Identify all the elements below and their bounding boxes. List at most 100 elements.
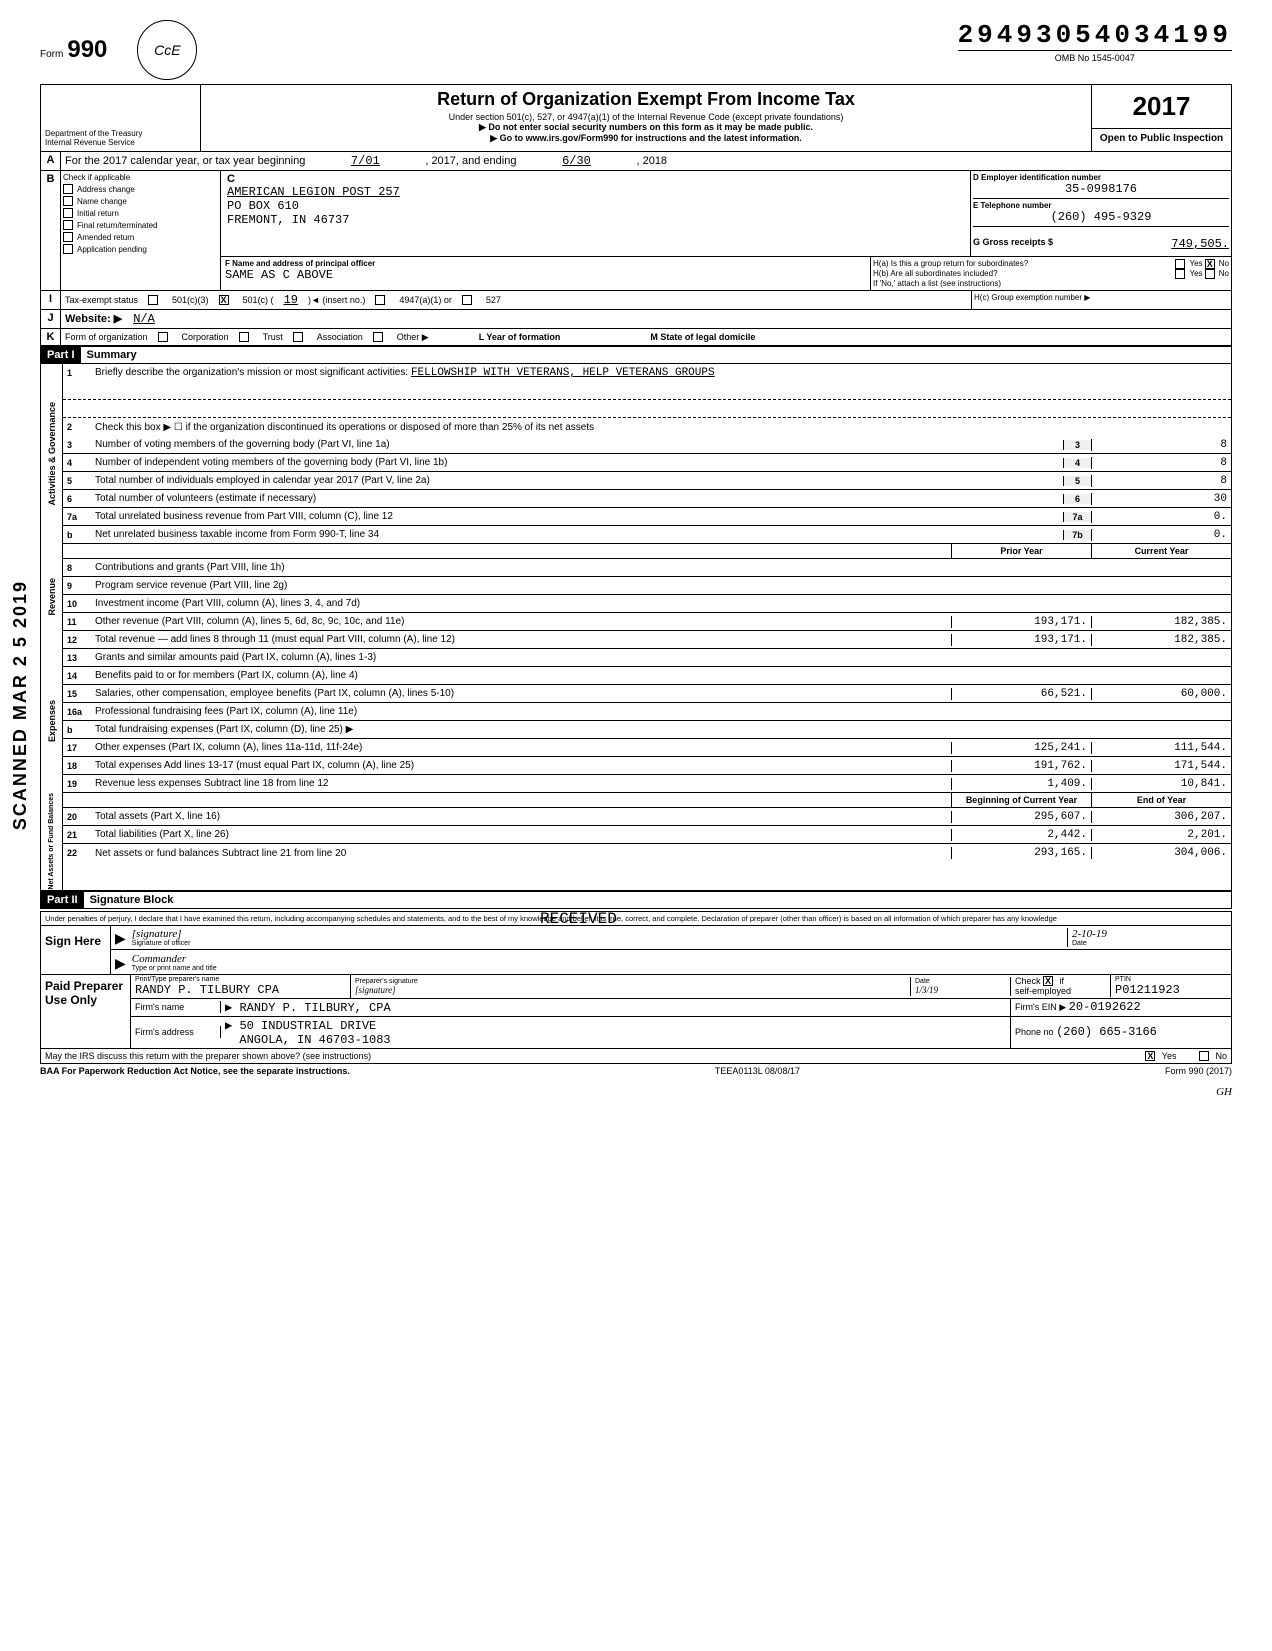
check-501c3[interactable] [148, 295, 158, 305]
check-application-pending[interactable]: Application pending [63, 244, 218, 254]
line-19-current: 10,841. [1091, 778, 1231, 790]
line-11-prior: 193,171. [951, 616, 1091, 628]
line-1-desc: Briefly describe the organization's miss… [95, 367, 408, 378]
discuss-no-checkbox[interactable] [1199, 1051, 1209, 1061]
gross-receipts: 749,505. [1171, 237, 1229, 251]
vert-net-assets: Net Assets or Fund Balances [48, 793, 55, 890]
website-label: Website: ▶ [65, 313, 122, 325]
subtitle-1: Under section 501(c), 527, or 4947(a)(1)… [211, 112, 1081, 122]
line-20-current: 306,207. [1091, 811, 1231, 823]
form-org-label: Form of organization [65, 332, 148, 342]
website-value: N/A [133, 312, 155, 326]
line-22-desc: Net assets or fund balances Subtract lin… [91, 847, 951, 860]
part-i-label: Part I [41, 347, 81, 363]
baa-text: BAA For Paperwork Reduction Act Notice, … [40, 1066, 350, 1076]
part-ii-label: Part II [41, 892, 84, 908]
officer-sig-label: Signature of officer [132, 940, 1067, 947]
line-7a-num: 7a [63, 512, 91, 522]
part-ii-title: Signature Block [84, 894, 180, 906]
check-4947[interactable] [375, 295, 385, 305]
check-address-change[interactable]: Address change [63, 184, 218, 194]
line-11-current: 182,385. [1091, 616, 1231, 628]
check-final-return[interactable]: Final return/terminated [63, 220, 218, 230]
check-527[interactable] [462, 295, 472, 305]
dln-number: 29493054034199 [958, 20, 1232, 50]
line-1-num: 1 [63, 368, 91, 378]
net-assets-section: Net Assets or Fund Balances Beginning of… [40, 793, 1232, 891]
form-990-label: Form 990 [40, 36, 107, 64]
check-label: Check [1015, 976, 1041, 986]
check-501c[interactable] [219, 295, 229, 305]
expenses-section: Expenses 13Grants and similar amounts pa… [40, 649, 1232, 793]
sign-here-label: Sign Here [41, 926, 111, 974]
line-3-desc: Number of voting members of the governin… [91, 438, 1063, 451]
prep-date-value: 1/3/19 [915, 985, 1006, 995]
tax-year: 2017 [1092, 85, 1231, 128]
check-initial-return[interactable]: Initial return [63, 208, 218, 218]
check-self-employed[interactable] [1043, 976, 1053, 986]
line-7a-box: 7a [1063, 512, 1091, 522]
vert-revenue: Revenue [47, 578, 57, 616]
line-20-desc: Total assets (Part X, line 16) [91, 810, 951, 823]
initials-stamp: CcE [137, 20, 197, 80]
check-other[interactable] [373, 332, 383, 342]
firm-ein-value: 20-0192622 [1069, 1000, 1141, 1014]
discuss-yes-checkbox[interactable] [1145, 1051, 1155, 1061]
line-14-desc: Benefits paid to or for members (Part IX… [91, 669, 951, 682]
line-8-desc: Contributions and grants (Part VIII, lin… [91, 561, 951, 574]
sig-date-label: Date [1072, 940, 1227, 947]
firm-addr-label: Firm's address [131, 1026, 221, 1038]
row-k: K Form of organization Corporation Trust… [40, 329, 1232, 346]
ha-label: H(a) Is this a group return for subordin… [873, 259, 1028, 269]
sig-date-value: 2-10-19 [1072, 928, 1227, 940]
check-if-applicable: Check if applicable [63, 173, 218, 182]
prep-date-label: Date [915, 978, 1006, 985]
line-7b-num: b [63, 530, 91, 540]
label-j: J [41, 310, 61, 328]
line-20-prior: 295,607. [951, 811, 1091, 823]
line-5-box: 5 [1063, 476, 1091, 486]
officer-name-value: Commander [132, 953, 1227, 965]
firm-addr1: 50 INDUSTRIAL DRIVE [239, 1019, 376, 1033]
end-date: 6/30 [526, 154, 626, 168]
row-a-text: For the 2017 calendar year, or tax year … [65, 155, 305, 167]
line-17-prior: 125,241. [951, 742, 1091, 754]
line-19-desc: Revenue less expenses Subtract line 18 f… [91, 777, 951, 790]
line-5-value: 8 [1091, 475, 1231, 487]
label-b: B [41, 171, 61, 290]
line-21-prior: 2,442. [951, 829, 1091, 841]
begin-year-header: Beginning of Current Year [951, 793, 1091, 807]
line-3-box: 3 [1063, 440, 1091, 450]
line-5-num: 5 [63, 476, 91, 486]
part-i-title: Summary [81, 349, 143, 361]
line-3-num: 3 [63, 440, 91, 450]
ein-value: 35-0998176 [973, 182, 1229, 196]
line-2-desc: Check this box ▶ ☐ if the organization d… [91, 421, 1231, 434]
line-21-desc: Total liabilities (Part X, line 26) [91, 828, 951, 841]
label-c: C [227, 173, 964, 185]
line-15-prior: 66,521. [951, 688, 1091, 700]
officer-signature: [signature] [132, 928, 1067, 940]
check-trust[interactable] [239, 332, 249, 342]
subtitle-2: ▶ Do not enter social security numbers o… [211, 122, 1081, 133]
row-i: I Tax-exempt status 501(c)(3) 501(c) ( 1… [40, 291, 1232, 310]
line-12-desc: Total revenue — add lines 8 through 11 (… [91, 633, 951, 646]
check-association[interactable] [293, 332, 303, 342]
line-7b-value: 0. [1091, 529, 1231, 541]
line-4-desc: Number of independent voting members of … [91, 456, 1063, 469]
phone-value: (260) 495-9329 [973, 210, 1229, 224]
ha-no-checkbox[interactable] [1205, 259, 1215, 269]
line-6-value: 30 [1091, 493, 1231, 505]
prep-name-label: Print/Type preparer's name [135, 976, 346, 983]
check-amended-return[interactable]: Amended return [63, 232, 218, 242]
firm-phone-value: (260) 665-3166 [1056, 1025, 1157, 1039]
line-9-desc: Program service revenue (Part VIII, line… [91, 579, 951, 592]
check-name-change[interactable]: Name change [63, 196, 218, 206]
form-header: Department of the Treasury Internal Reve… [40, 84, 1232, 152]
discuss-row: May the IRS discuss this return with the… [40, 1049, 1232, 1065]
check-corporation[interactable] [158, 332, 168, 342]
form-title: Return of Organization Exempt From Incom… [211, 89, 1081, 110]
line-11-desc: Other revenue (Part VIII, column (A), li… [91, 615, 951, 628]
hc-label: H(c) Group exemption number ▶ [971, 291, 1231, 309]
begin-date: 7/01 [315, 154, 415, 168]
